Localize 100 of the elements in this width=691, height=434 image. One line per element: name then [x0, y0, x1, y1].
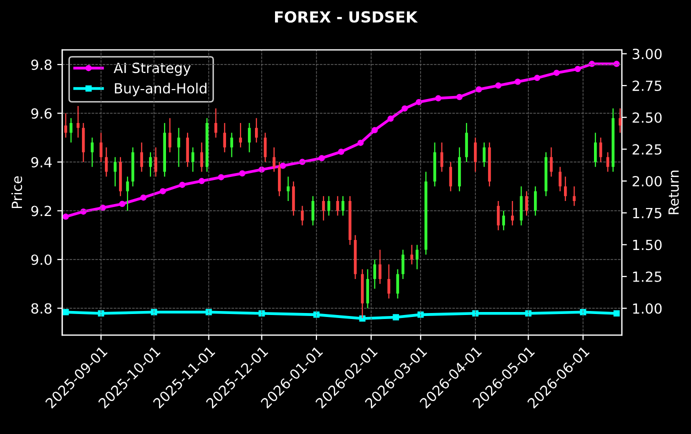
candlestick [255, 118, 258, 144]
candlestick [564, 176, 567, 202]
candlestick [248, 122, 251, 153]
point [416, 98, 422, 106]
chart-title: FOREX - USDSEK [275, 11, 418, 23]
candlestick [606, 152, 610, 172]
y-tick-label: 8.8 [31, 303, 52, 314]
point [514, 78, 521, 85]
candlestick [474, 137, 477, 172]
point [318, 154, 325, 162]
candlestick [191, 146, 194, 172]
candlestick [416, 244, 418, 270]
point [392, 314, 400, 320]
candlestick [534, 186, 537, 216]
candlestick [525, 190, 528, 216]
point [140, 194, 147, 201]
y2-tick-label: 1.25 [633, 271, 662, 282]
candlestick [100, 132, 102, 163]
candlestick [272, 146, 276, 172]
candlestick [90, 137, 94, 168]
candlestick [168, 118, 172, 153]
candlestick [336, 196, 340, 216]
point [198, 178, 205, 184]
point [495, 82, 502, 89]
point [357, 140, 364, 146]
point [80, 208, 87, 215]
candlestick [70, 118, 72, 144]
candlestick [154, 146, 158, 178]
legend-label: Buy-and-Hold [114, 82, 206, 96]
candlestick [104, 146, 108, 178]
point [580, 309, 586, 316]
legend-label: AI Strategy [114, 62, 191, 76]
candlestick [230, 132, 234, 158]
candlestick [214, 108, 218, 138]
point [534, 74, 540, 82]
y-axis-title: Price [11, 176, 22, 208]
candlestick [239, 122, 242, 148]
point [417, 312, 424, 318]
y-tick-label: 9.4 [31, 156, 52, 168]
y-tick-label: 9.2 [31, 206, 52, 216]
candlestick [114, 156, 117, 187]
candlestick [177, 127, 180, 168]
y2-tick-label: 2.00 [632, 176, 662, 186]
point [402, 105, 408, 112]
point [62, 214, 69, 220]
point [150, 309, 158, 316]
candlestick [402, 249, 404, 280]
point [613, 310, 620, 317]
candlestick [572, 186, 576, 206]
y2-tick-label: 2.75 [632, 80, 662, 92]
point [372, 126, 378, 134]
point [435, 95, 442, 102]
point [179, 182, 186, 188]
point [456, 94, 463, 100]
point [258, 166, 265, 173]
point [160, 188, 166, 194]
point [119, 200, 126, 208]
point [574, 66, 581, 72]
point [525, 310, 532, 317]
candlestick [140, 142, 144, 172]
point [338, 148, 344, 155]
point [472, 310, 478, 317]
y2-tick-label: 3.00 [632, 48, 662, 60]
y-tick-label: 9.0 [31, 254, 52, 265]
candlestick [76, 105, 80, 138]
candlestick [558, 166, 562, 192]
candlestick [449, 161, 452, 192]
y2-axis-title: Return [668, 170, 679, 214]
candlestick [223, 122, 226, 153]
point [206, 309, 212, 316]
point [313, 312, 320, 318]
candlestick [322, 196, 325, 222]
candlestick [64, 112, 68, 138]
point [553, 70, 560, 76]
y2-tick-label: 1.50 [633, 240, 662, 250]
candlestick [286, 176, 290, 202]
point [387, 116, 394, 122]
candlestick [327, 196, 330, 216]
point [239, 170, 246, 177]
candlestick [502, 210, 506, 231]
candlestick [342, 196, 344, 216]
y2-tick-label: 2.25 [632, 144, 662, 155]
candlestick [511, 200, 514, 226]
point [62, 309, 69, 316]
point [258, 310, 265, 317]
y-tick-label: 9.6 [31, 108, 52, 119]
candlestick [594, 132, 597, 168]
point [359, 315, 366, 322]
point [280, 162, 286, 169]
point [218, 174, 224, 180]
candlestick [312, 196, 314, 226]
y2-tick-label: 1.00 [633, 303, 662, 314]
y-tick-label: 9.8 [31, 60, 52, 70]
candlestick [550, 146, 553, 178]
candlestick [378, 249, 382, 284]
candlestick [410, 244, 414, 265]
y2-tick-label: 2.50 [632, 112, 662, 123]
candlestick [126, 176, 129, 212]
y2-tick-label: 1.75 [633, 208, 662, 218]
point [476, 86, 482, 92]
